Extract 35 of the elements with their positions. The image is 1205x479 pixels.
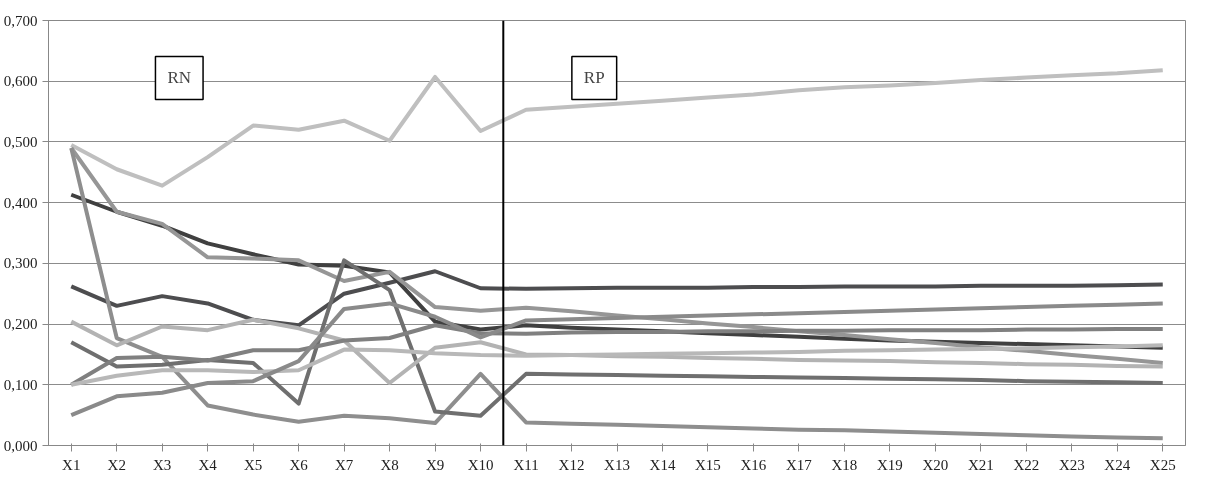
x-tick-label: X7 <box>334 456 354 473</box>
x-tick-label: X13 <box>604 456 630 473</box>
x-tick-label: X4 <box>198 456 218 473</box>
x-tick-label: X19 <box>876 456 903 473</box>
y-tick-label: 0,700 <box>3 12 38 29</box>
x-tick-label: X22 <box>1013 456 1040 473</box>
x-tick-label: X25 <box>1149 456 1176 473</box>
annotation: RN <box>167 68 192 88</box>
x-tick-label: X11 <box>513 456 539 473</box>
x-tick-label: X9 <box>425 456 445 473</box>
y-tick-label: 0,500 <box>3 133 38 150</box>
x-tick-label: X5 <box>243 456 263 473</box>
y-tick-label: 0,200 <box>3 316 38 333</box>
x-tick-label: X6 <box>289 456 309 473</box>
x-tick-label: X14 <box>649 456 676 473</box>
x-tick-label: X18 <box>831 456 858 473</box>
x-tick-label: X3 <box>153 456 172 473</box>
x-tick-label: X8 <box>380 456 399 473</box>
x-tick-label: X12 <box>558 456 585 473</box>
y-tick-label: 0,300 <box>3 255 38 272</box>
annotation: RP <box>583 68 605 88</box>
x-tick-label: X21 <box>967 456 994 473</box>
y-tick-label: 0,400 <box>3 194 38 211</box>
x-tick-label: X24 <box>1104 456 1131 473</box>
x-tick-label: X10 <box>467 456 494 473</box>
x-tick-label: X2 <box>107 456 126 473</box>
x-tick-label: X15 <box>695 456 721 473</box>
x-tick-label: X23 <box>1058 456 1085 473</box>
y-tick-label: 0,000 <box>3 437 38 454</box>
y-tick-label: 0,600 <box>3 73 38 90</box>
x-tick-label: X16 <box>740 456 767 473</box>
x-tick-label: X1 <box>62 456 81 473</box>
x-tick-label: X20 <box>922 456 949 473</box>
y-tick-label: 0,100 <box>3 376 38 393</box>
x-tick-label: X17 <box>786 456 813 473</box>
